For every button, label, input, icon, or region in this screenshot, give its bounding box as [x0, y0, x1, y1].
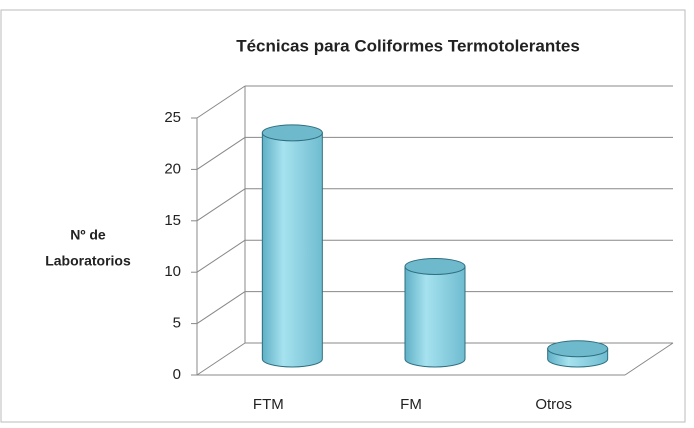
grid-line	[196, 291, 246, 325]
y-axis-label: Nº de	[70, 227, 106, 243]
bar-top	[261, 124, 323, 142]
chart-title: Técnicas para Coliformes Termotolerantes	[236, 36, 580, 55]
grid-line	[196, 85, 246, 119]
x-tick-label: FM	[400, 396, 422, 413]
grid-line	[196, 136, 246, 170]
floor-edge	[624, 342, 674, 376]
y-tick-label: 5	[173, 315, 181, 332]
chart-border	[0, 9, 686, 423]
y-tick-label: 15	[164, 212, 181, 229]
y-tick-label: 20	[164, 160, 181, 177]
y-tick-label: 10	[164, 263, 181, 280]
y-axis-label: Laboratorios	[45, 253, 131, 269]
bar	[261, 132, 323, 368]
y-tick-label: 0	[173, 366, 181, 383]
grid-line	[196, 342, 246, 376]
bar-top	[404, 257, 466, 275]
grid-line	[196, 239, 246, 273]
x-tick-label: FTM	[253, 396, 284, 413]
grid-line	[196, 188, 246, 222]
y-tick-label: 25	[164, 109, 181, 126]
x-tick-label: Otros	[535, 396, 572, 413]
bar	[404, 265, 466, 368]
bar-top	[547, 340, 609, 358]
